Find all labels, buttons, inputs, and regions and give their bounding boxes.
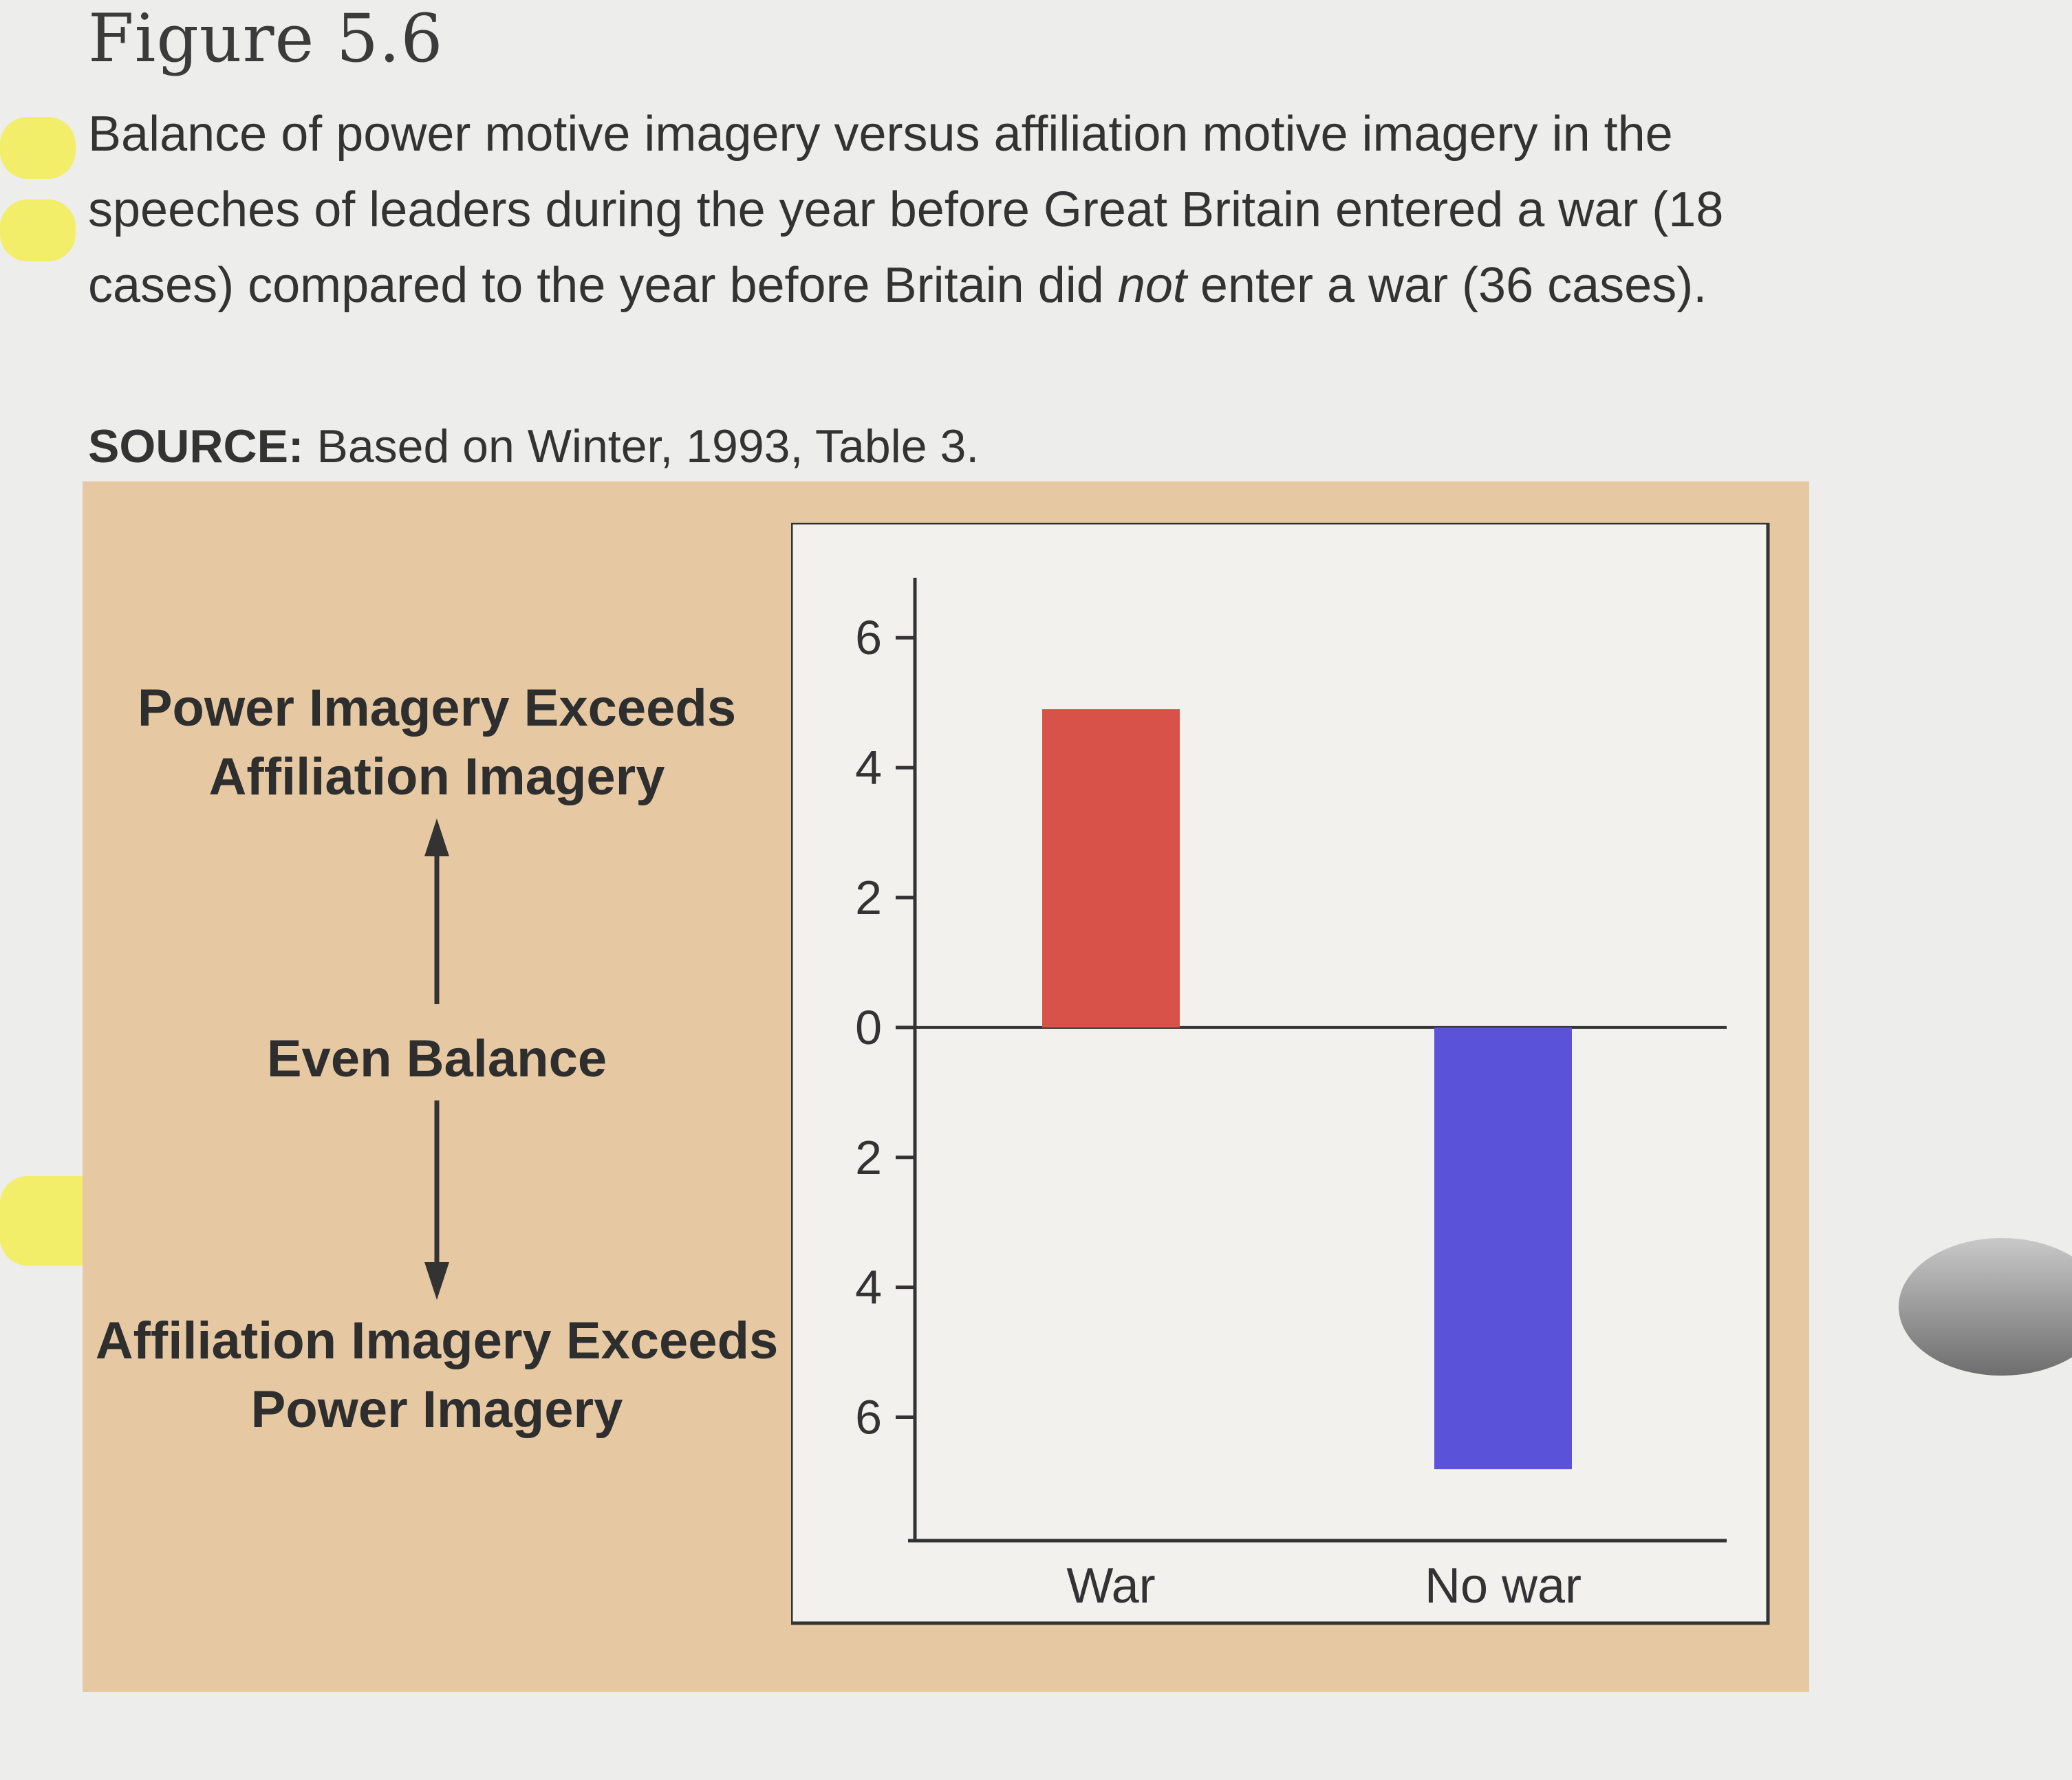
balance-scale-labels: Power Imagery Exceeds Affiliation Imager… xyxy=(83,481,791,1692)
y-tick-label: 2 xyxy=(855,1131,882,1184)
source-text: Based on Winter, 1993, Table 3. xyxy=(303,420,980,473)
binder-ring xyxy=(1899,1238,2072,1376)
caption-text-end: enter a war (36 cases). xyxy=(1186,258,1707,313)
y-tick-label: 4 xyxy=(855,741,882,794)
highlighter-mark xyxy=(0,199,76,261)
bar-no-war xyxy=(1434,1027,1572,1470)
figure-title: Figure 5.6 xyxy=(88,0,444,77)
caption-emphasis: not xyxy=(1117,258,1187,313)
y-tick-label: 6 xyxy=(855,611,882,664)
y-tick-label: 4 xyxy=(855,1261,882,1314)
chart-frame xyxy=(791,523,1770,1625)
even-balance-label: Even Balance xyxy=(266,1030,607,1088)
up-arrowhead-icon xyxy=(424,818,449,856)
y-tick-label: 0 xyxy=(855,1001,882,1054)
bar-war xyxy=(1042,709,1180,1028)
highlighter-mark xyxy=(0,117,76,179)
figure-source: SOURCE: Based on Winter, 1993, Table 3. xyxy=(88,420,979,473)
affiliation-exceeds-label: Affiliation Imagery Exceeds Power Imager… xyxy=(95,1312,779,1439)
balance-arrows xyxy=(424,818,449,1300)
x-category-label: War xyxy=(1066,1559,1155,1614)
down-arrowhead-icon xyxy=(424,1262,449,1300)
chart-marks: 6 4 2 0 2 4 6 War No war xyxy=(855,578,1727,1614)
power-exceeds-label: Power Imagery Exceeds Affiliation Imager… xyxy=(137,679,737,806)
y-tick-label: 2 xyxy=(855,871,882,924)
x-category-label: No war xyxy=(1425,1559,1582,1614)
y-tick-label: 6 xyxy=(855,1391,882,1444)
source-label: SOURCE: xyxy=(88,420,304,473)
caption-text: Balance of power motive imagery versus a… xyxy=(88,107,1724,313)
figure-caption: Balance of power motive imagery versus a… xyxy=(88,96,1794,323)
bar-chart: 6 4 2 0 2 4 6 War No war xyxy=(791,523,1770,1625)
